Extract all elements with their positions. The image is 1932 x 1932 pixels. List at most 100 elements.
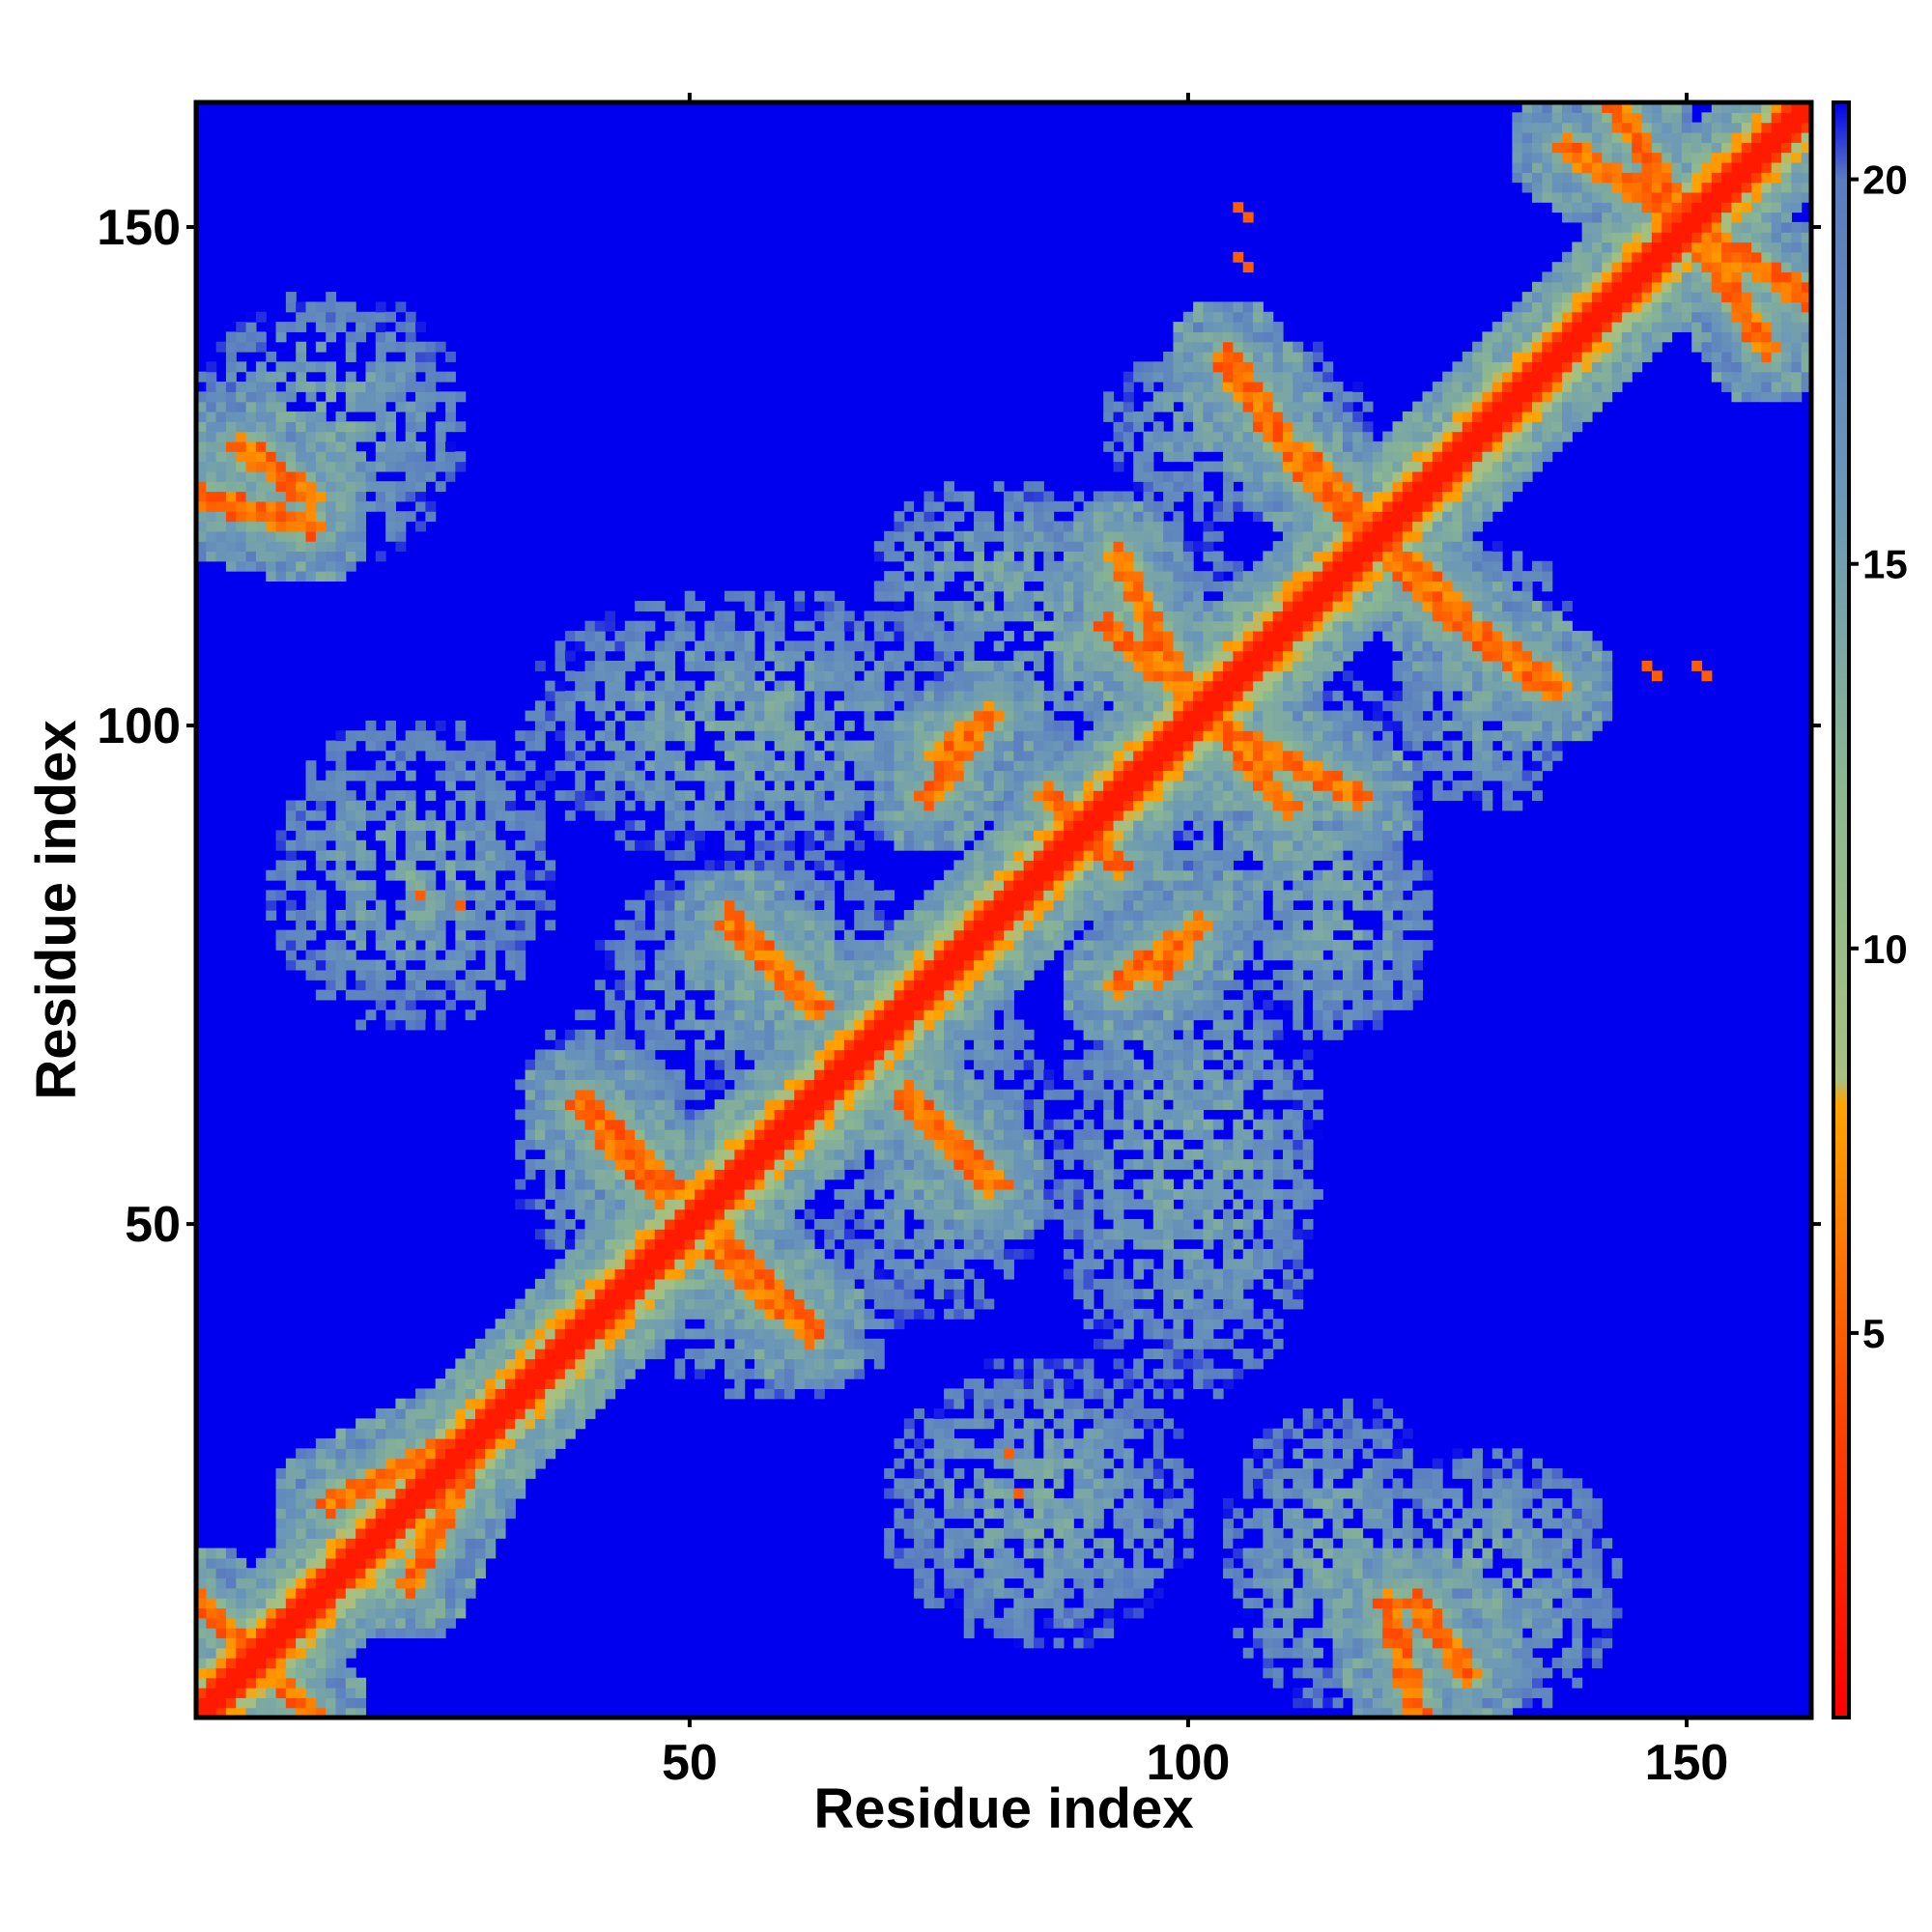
heatmap-cell <box>774 631 785 641</box>
heatmap-cell <box>624 660 636 671</box>
heatmap-cell <box>714 1199 725 1210</box>
heatmap-cell <box>894 720 905 731</box>
heatmap-cell <box>983 1358 995 1370</box>
heatmap-cell <box>395 541 407 553</box>
heatmap-cell <box>624 1149 636 1160</box>
heatmap-cell <box>665 1208 676 1220</box>
heatmap-cell <box>654 1129 666 1140</box>
heatmap-cell <box>385 820 397 832</box>
heatmap-cell <box>335 939 347 951</box>
heatmap-cell <box>914 1238 925 1250</box>
heatmap-cell <box>445 1478 456 1490</box>
heatmap-cell <box>933 1159 945 1170</box>
heatmap-cell <box>624 700 636 712</box>
heatmap-cell <box>974 631 984 641</box>
heatmap-cell <box>724 1298 735 1310</box>
heatmap-cell <box>774 1109 785 1121</box>
heatmap-cell <box>704 720 716 731</box>
heatmap-cell <box>445 1448 456 1460</box>
heatmap-cell <box>724 910 735 921</box>
heatmap-cell <box>983 1577 995 1589</box>
heatmap-cell <box>296 1568 307 1579</box>
heatmap-cell <box>744 1039 755 1051</box>
heatmap-cell <box>1004 1508 1014 1520</box>
heatmap-cell <box>215 1607 227 1619</box>
heatmap-cell <box>953 950 965 961</box>
heatmap-cell <box>554 1278 566 1290</box>
heatmap-cell <box>375 481 386 493</box>
heatmap-cell <box>345 1568 356 1579</box>
heatmap-cell <box>684 1349 696 1360</box>
heatmap-cell <box>923 1089 935 1100</box>
heatmap-cell <box>933 1049 945 1061</box>
heatmap-cell <box>365 740 377 752</box>
heatmap-cell <box>405 770 416 781</box>
heatmap-cell <box>584 1149 596 1160</box>
heatmap-cell <box>285 1518 297 1529</box>
heatmap-cell <box>644 620 656 632</box>
heatmap-cell <box>455 1527 467 1539</box>
heatmap-cell <box>864 1019 875 1031</box>
heatmap-cell <box>255 421 267 433</box>
heatmap-cell <box>326 980 337 991</box>
heatmap-cell <box>345 341 356 353</box>
heatmap-cell <box>584 1368 596 1379</box>
heatmap-cell <box>854 660 866 671</box>
heatmap-cell <box>564 1418 576 1430</box>
heatmap-cell <box>933 1418 945 1430</box>
heatmap-cell <box>843 1308 855 1320</box>
heatmap-cell <box>644 1248 656 1260</box>
heatmap-cell <box>993 1119 1005 1130</box>
heatmap-cell <box>774 1079 785 1091</box>
heatmap-cell <box>944 1448 954 1460</box>
heatmap-cell <box>225 1598 237 1609</box>
heatmap-cell <box>474 1349 486 1360</box>
heatmap-cell <box>495 850 506 861</box>
heatmap-cell <box>504 1408 516 1419</box>
heatmap-cell <box>824 601 836 611</box>
heatmap-cell <box>545 1308 556 1320</box>
heatmap-cell <box>794 1139 806 1151</box>
heatmap-cell <box>405 820 416 832</box>
heatmap-cell <box>545 860 556 871</box>
heatmap-cell <box>534 1378 546 1390</box>
heatmap-cell <box>834 969 845 980</box>
heatmap-cell <box>425 1438 437 1449</box>
heatmap-cell <box>753 1159 765 1170</box>
heatmap-cell <box>405 341 416 353</box>
heatmap-cell <box>266 1688 277 1698</box>
heatmap-cell <box>704 899 716 911</box>
heatmap-cell <box>944 1139 954 1151</box>
heatmap-cell <box>804 999 815 1010</box>
heatmap-cell <box>285 361 297 373</box>
heatmap-cell <box>275 571 287 582</box>
heatmap-cell <box>215 1557 227 1569</box>
heatmap-cell <box>993 1229 1005 1240</box>
heatmap-cell <box>534 1358 546 1370</box>
heatmap-cell <box>315 950 327 961</box>
heatmap-cell <box>215 481 227 493</box>
heatmap-cell <box>873 959 885 971</box>
heatmap-cell <box>255 1677 267 1689</box>
heatmap-cell <box>285 1647 297 1659</box>
heatmap-cell <box>415 820 426 832</box>
heatmap-cell <box>624 989 636 1001</box>
heatmap-cell <box>255 521 267 532</box>
heatmap-cell <box>753 1069 765 1081</box>
heatmap-cell <box>674 1268 686 1280</box>
heatmap-cell <box>824 1368 836 1379</box>
heatmap-cell <box>714 790 725 802</box>
heatmap-cell <box>714 1298 725 1310</box>
heatmap-cell <box>206 1677 217 1689</box>
heatmap-cell <box>355 381 367 392</box>
heatmap-cell <box>225 1628 237 1639</box>
heatmap-cell <box>774 1358 785 1370</box>
heatmap-cell <box>834 620 845 632</box>
heatmap-cell <box>894 790 905 802</box>
heatmap-cell <box>854 1049 866 1061</box>
heatmap-cell <box>854 1159 866 1170</box>
heatmap-cell <box>474 1448 486 1460</box>
heatmap-cell <box>285 1658 297 1668</box>
heatmap-cell <box>804 1238 815 1250</box>
heatmap-cell <box>813 989 825 1001</box>
